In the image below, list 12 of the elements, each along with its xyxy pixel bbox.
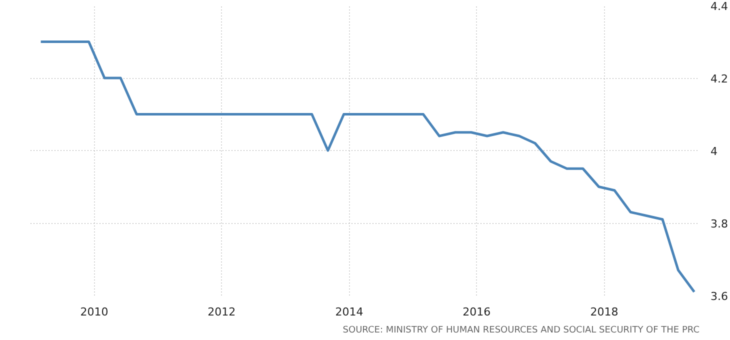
y-tick-label: 4 bbox=[710, 145, 718, 158]
x-tick-label: 2012 bbox=[208, 306, 236, 318]
y-tick-label: 3.8 bbox=[710, 218, 728, 230]
x-tick-label: 2018 bbox=[590, 306, 618, 318]
x-tick-label: 2016 bbox=[462, 306, 491, 318]
y-tick-label: 3.6 bbox=[710, 290, 728, 303]
y-tick-label: 4.4 bbox=[710, 0, 728, 13]
x-tick-label: 2010 bbox=[80, 306, 108, 318]
source-note: SOURCE: MINISTRY OF HUMAN RESOURCES AND SOCIAL SECURITY OF THE PRC bbox=[342, 326, 700, 336]
y-tick-label: 4.2 bbox=[710, 72, 728, 86]
line-series bbox=[40, 40, 696, 294]
x-tick-label: 2014 bbox=[335, 306, 364, 318]
